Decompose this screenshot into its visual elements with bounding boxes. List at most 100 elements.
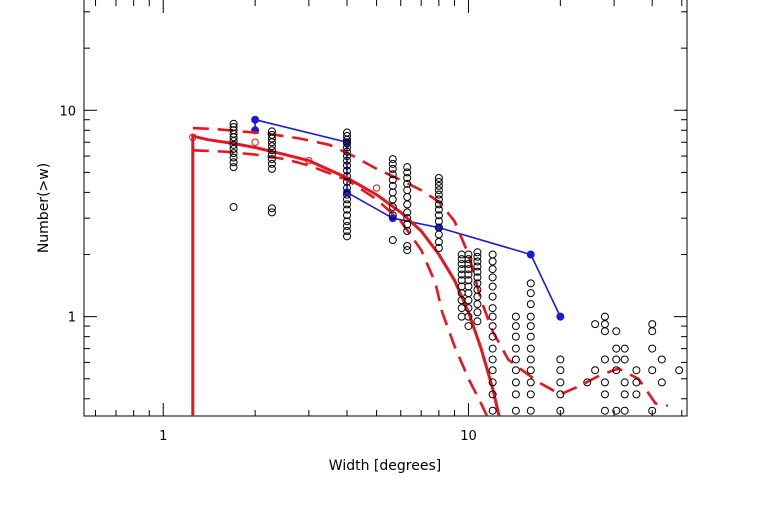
open-circle-point bbox=[403, 192, 412, 201]
open-circle-point bbox=[473, 292, 482, 301]
open-circle-point bbox=[343, 190, 352, 199]
open-circle-point bbox=[388, 211, 397, 220]
plot-frame bbox=[83, 0, 688, 417]
series-layer bbox=[189, 115, 669, 416]
open-circle-point bbox=[464, 296, 473, 305]
axis-tick-labels: 1 10 1 10 bbox=[59, 104, 476, 444]
open-circle-point bbox=[488, 390, 497, 399]
blue-filled-point bbox=[526, 250, 535, 259]
open-circle-point bbox=[457, 312, 466, 321]
open-circle-point bbox=[526, 344, 535, 353]
open-circle-point bbox=[464, 250, 473, 259]
open-circle-point bbox=[229, 133, 238, 142]
open-circle-point bbox=[229, 119, 238, 128]
open-circle-point bbox=[600, 312, 609, 321]
red-open-circle-point bbox=[189, 133, 197, 141]
open-circle-point bbox=[388, 175, 397, 184]
open-circle-point bbox=[511, 312, 520, 321]
open-circle-point bbox=[403, 241, 412, 250]
open-circle-point bbox=[511, 378, 520, 387]
open-circle-point bbox=[388, 164, 397, 173]
open-circle-point bbox=[526, 390, 535, 399]
open-circle-point bbox=[464, 270, 473, 279]
open-circle-point bbox=[473, 262, 482, 271]
open-circle-point bbox=[675, 366, 684, 375]
open-circle-point bbox=[473, 267, 482, 276]
open-circle-point bbox=[657, 355, 666, 364]
open-circle-point bbox=[267, 150, 276, 159]
open-circle-point bbox=[343, 172, 352, 181]
open-circle-point bbox=[473, 308, 482, 317]
open-circle-point bbox=[434, 205, 443, 214]
open-circle-point bbox=[434, 173, 443, 182]
open-circle-point bbox=[464, 304, 473, 313]
open-circle-point bbox=[620, 344, 629, 353]
open-circle-point bbox=[526, 406, 535, 415]
open-circle-point bbox=[620, 355, 629, 364]
open-circle-point bbox=[267, 208, 276, 217]
open-circle-point bbox=[267, 146, 276, 155]
open-circle-point bbox=[600, 327, 609, 336]
open-circle-point bbox=[473, 317, 482, 326]
open-circle-point bbox=[434, 181, 443, 190]
open-circle-point bbox=[511, 406, 520, 415]
open-circle-point bbox=[464, 289, 473, 298]
open-circle-point bbox=[591, 366, 600, 375]
open-circle-point bbox=[612, 327, 621, 336]
open-circle-point bbox=[267, 155, 276, 164]
open-circle-point bbox=[343, 156, 352, 165]
open-circle-point bbox=[403, 163, 412, 172]
open-circle-point bbox=[632, 366, 641, 375]
open-circle-point bbox=[403, 246, 412, 255]
axis-ticks bbox=[84, 0, 687, 416]
open-circle-point bbox=[343, 221, 352, 230]
open-circle-point bbox=[229, 163, 238, 172]
open-circle-point bbox=[343, 135, 352, 144]
open-circle-point bbox=[657, 378, 666, 387]
open-circle-point bbox=[488, 355, 497, 364]
open-circle-point bbox=[488, 332, 497, 341]
open-circle-point bbox=[343, 205, 352, 214]
open-circle-point bbox=[488, 312, 497, 321]
open-circle-point bbox=[229, 153, 238, 162]
open-circle-point bbox=[343, 232, 352, 241]
open-circle-point bbox=[612, 366, 621, 375]
open-circle-point bbox=[343, 152, 352, 161]
open-circle-point bbox=[229, 136, 238, 145]
y-axis-label: Number(>w) bbox=[36, 163, 52, 253]
open-circle-point bbox=[488, 322, 497, 331]
blue-filled-point bbox=[251, 115, 260, 124]
open-circle-point bbox=[464, 322, 473, 331]
open-circle-point bbox=[648, 344, 657, 353]
open-circle-point bbox=[488, 282, 497, 291]
open-circle-point bbox=[600, 355, 609, 364]
open-circle-point bbox=[343, 166, 352, 175]
open-circle-point bbox=[511, 344, 520, 353]
open-circle-point bbox=[488, 378, 497, 387]
open-circle-point bbox=[488, 257, 497, 266]
open-circle-point bbox=[556, 355, 565, 364]
open-circle-point bbox=[511, 355, 520, 364]
open-circle-point bbox=[267, 159, 276, 168]
open-circle-point bbox=[464, 312, 473, 321]
open-circle-point bbox=[267, 204, 276, 213]
open-circle-point bbox=[434, 200, 443, 209]
open-circle-point bbox=[388, 236, 397, 245]
open-circle-point bbox=[488, 366, 497, 375]
open-circle-point bbox=[267, 138, 276, 147]
open-circle-point bbox=[388, 170, 397, 179]
open-circle-point bbox=[434, 217, 443, 226]
open-circle-point bbox=[473, 248, 482, 257]
open-circle-point bbox=[229, 140, 238, 149]
open-circle-point bbox=[464, 276, 473, 285]
y-tick-label: 1 bbox=[68, 311, 76, 326]
open-circle-point bbox=[473, 273, 482, 282]
open-circle-point bbox=[600, 320, 609, 329]
open-circle-point bbox=[556, 406, 565, 415]
open-circle-point bbox=[511, 390, 520, 399]
x-axis-label: Width [degrees] bbox=[329, 458, 441, 474]
open-circle-point bbox=[403, 200, 412, 209]
open-circle-point bbox=[648, 327, 657, 336]
open-circle-point bbox=[343, 217, 352, 226]
